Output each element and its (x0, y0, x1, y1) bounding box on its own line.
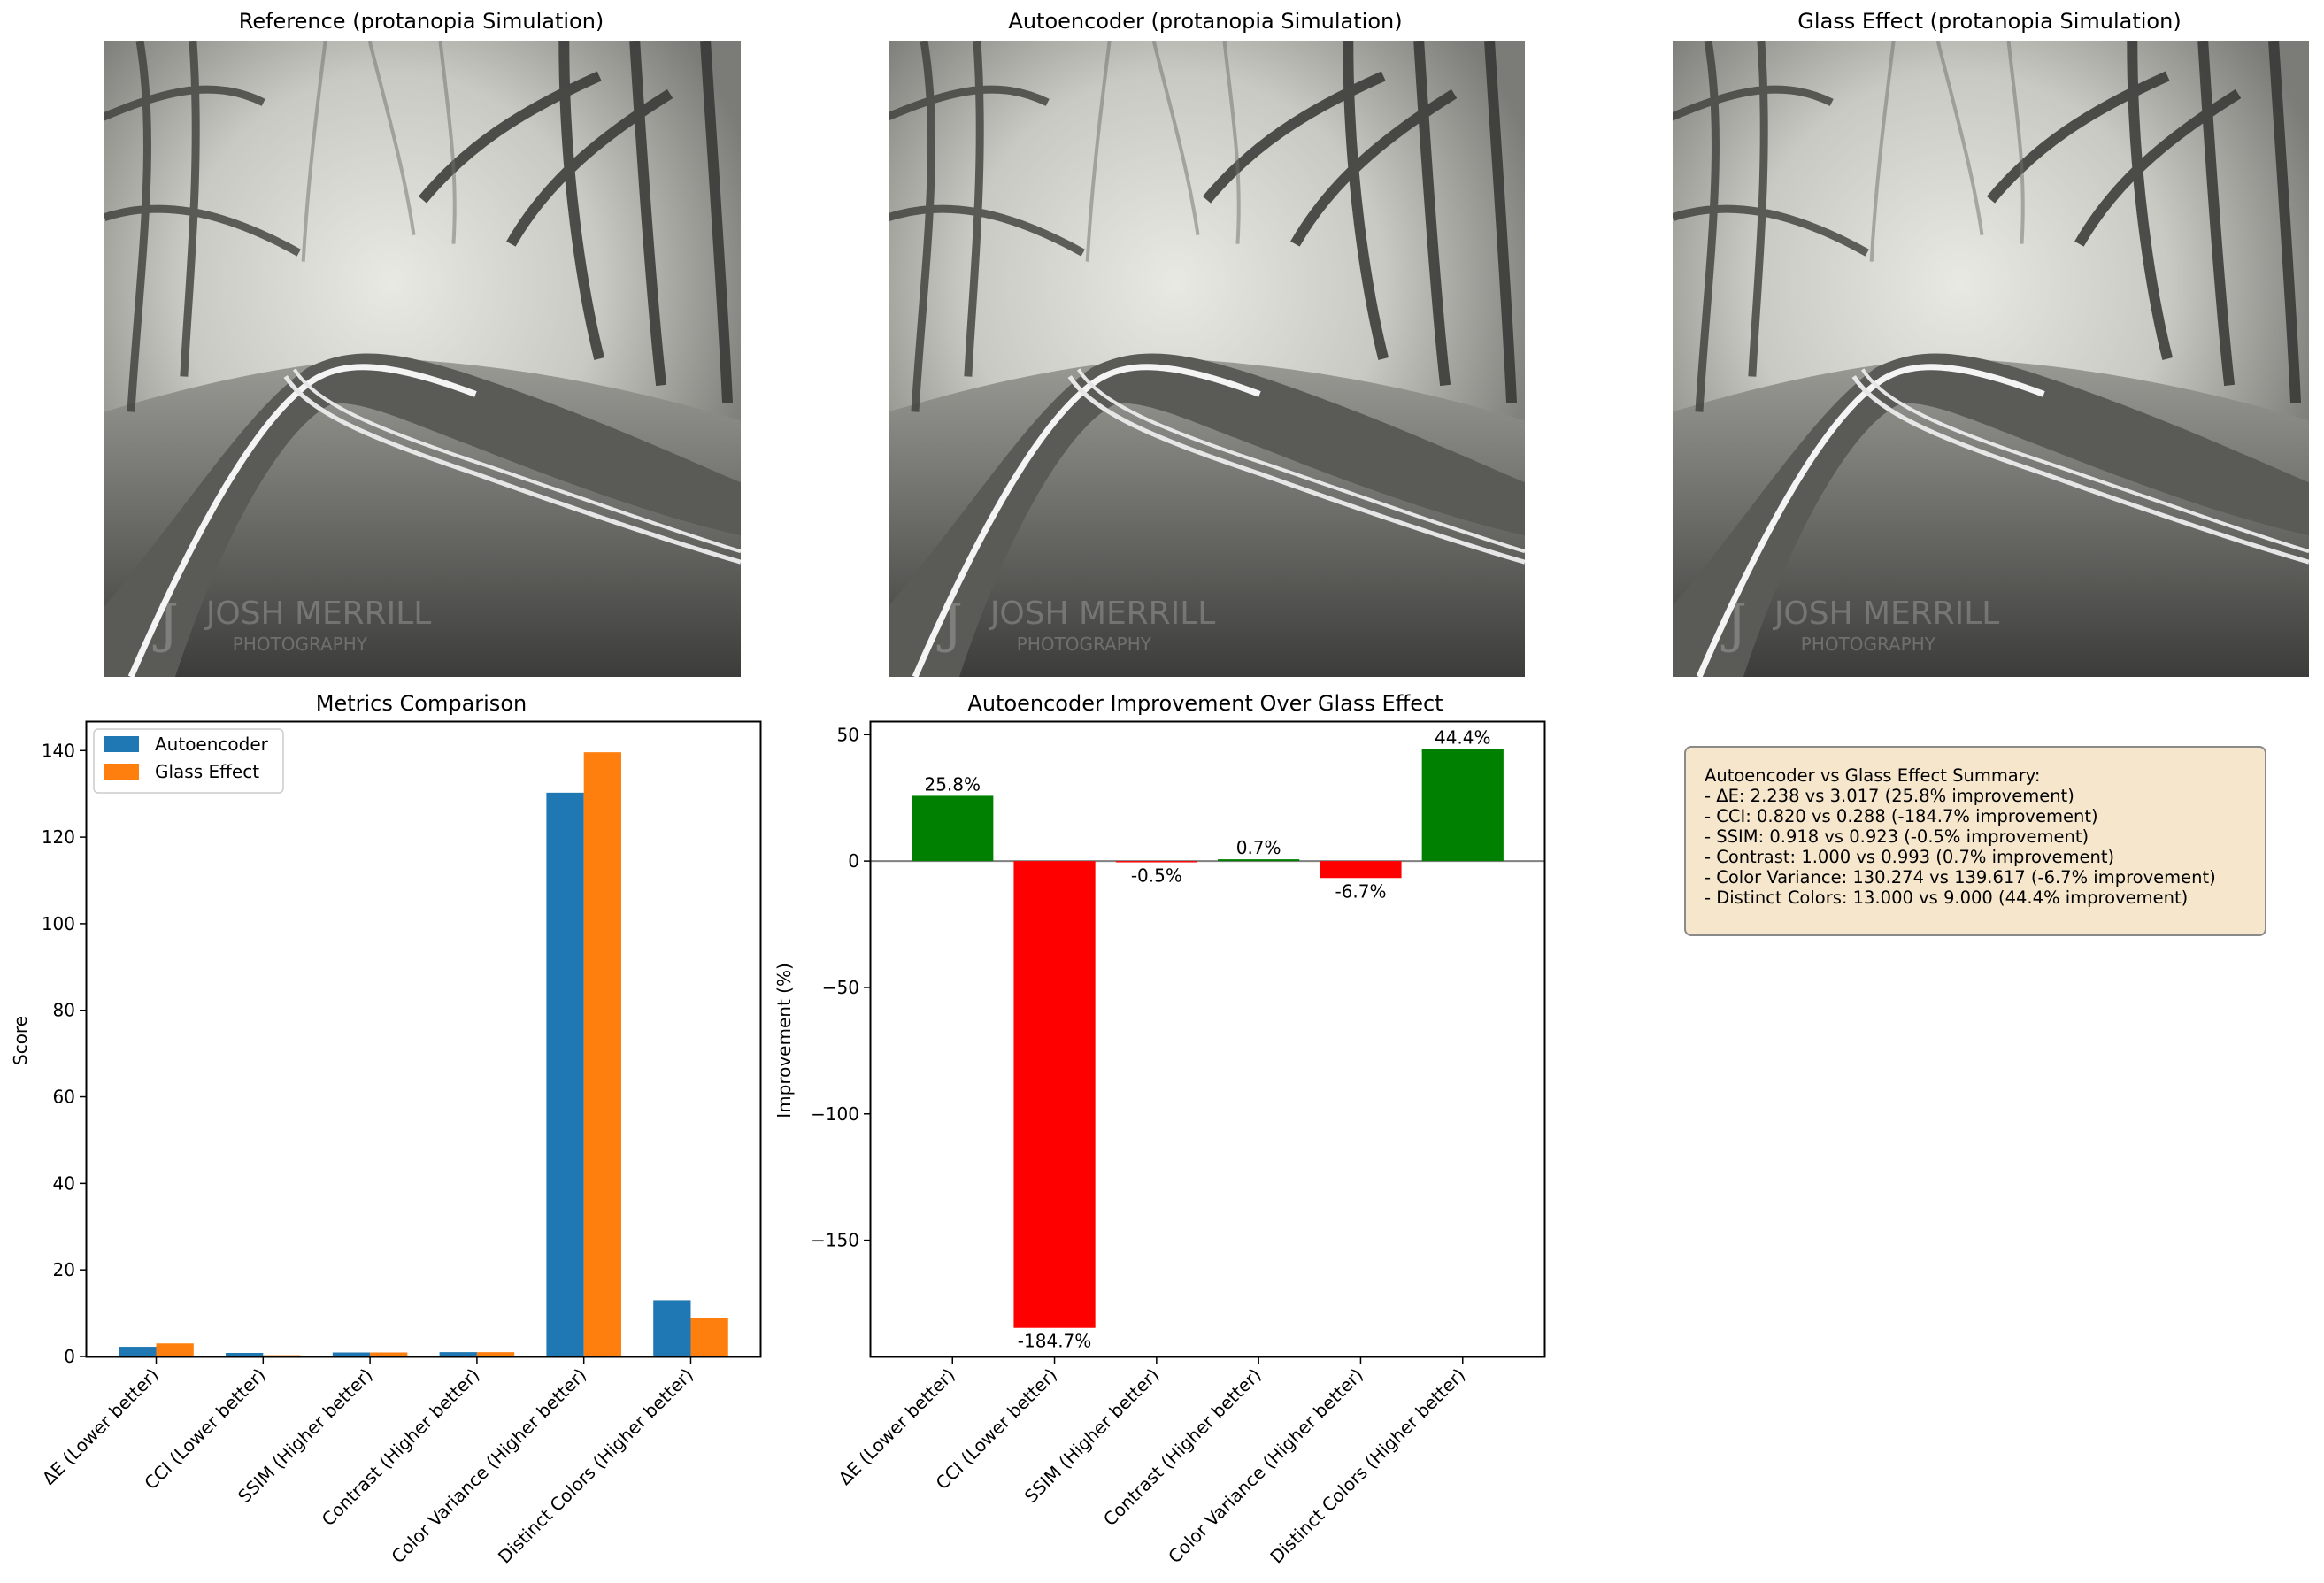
legend-label-autoencoder: Autoencoder (155, 734, 269, 755)
y-tick-label: 100 (42, 913, 75, 934)
x-tick-label: Color Variance (Higher better) (387, 1364, 590, 1568)
bar-autoencoder (653, 1300, 691, 1356)
y-tick-label: −150 (811, 1230, 859, 1251)
summary-box (1684, 746, 2266, 936)
chart2-title: Autoencoder Improvement Over Glass Effec… (967, 691, 1443, 716)
y-tick-label: 20 (53, 1259, 75, 1280)
bar-glass-effect (476, 1352, 515, 1356)
y-tick-label: 120 (42, 826, 75, 848)
x-tick-label: Distinct Colors (Higher better) (1266, 1364, 1469, 1568)
legend-swatch-glass-effect (104, 764, 139, 780)
chart1-bars (119, 752, 728, 1356)
bar-value-label: 25.8% (924, 773, 981, 795)
chart2-frame (869, 720, 1546, 1358)
bar-autoencoder (332, 1352, 371, 1356)
svg-text:JOSH MERRILL: JOSH MERRILL (989, 596, 1215, 632)
improvement-bar (1320, 861, 1402, 879)
svg-text:JOSH MERRILL: JOSH MERRILL (204, 596, 431, 632)
y-tick-label: 80 (53, 1000, 75, 1021)
summary-heading: Autoencoder vs Glass Effect Summary: (1705, 765, 2041, 786)
image-title-reference: Reference (protanopia Simulation) (238, 9, 604, 34)
reference-image: J JOSH MERRILL PHOTOGRAPHY (104, 41, 741, 677)
y-tick-label: 40 (53, 1172, 75, 1194)
y-tick-label: 50 (837, 724, 859, 745)
improvement-bar (1218, 859, 1300, 862)
legend-label-glass-effect: Glass Effect (155, 761, 259, 782)
bar-autoencoder (439, 1352, 477, 1356)
summary-line-color-variance: - Color Variance: 130.274 vs 139.617 (-6… (1705, 867, 2216, 888)
chart1-y-axis: 0 20 40 60 80 100 120 140 (42, 740, 87, 1367)
bar-autoencoder (226, 1352, 264, 1356)
y-tick-label: 60 (53, 1087, 75, 1108)
image-title-autoencoder: Autoencoder (protanopia Simulation) (1008, 9, 1403, 34)
y-tick-label: 0 (848, 850, 859, 872)
chart1-ylabel: Score (10, 1016, 31, 1065)
bar-value-label: -0.5% (1131, 865, 1182, 887)
improvement-chart: Autoencoder Improvement Over Glass Effec… (773, 691, 1546, 1568)
bar-glass-effect (370, 1352, 408, 1356)
bar-value-label: 0.7% (1236, 837, 1281, 858)
chart2-y-axis: −150 −100 −50 0 50 (811, 724, 871, 1251)
bar-glass-effect (583, 752, 621, 1356)
y-tick-label: −50 (822, 977, 859, 998)
bar-autoencoder (119, 1347, 157, 1356)
improvement-bar (1013, 861, 1096, 1328)
chart2-x-axis: ΔE (Lower better)CCI (Lower better)SSIM … (835, 1356, 1469, 1568)
summary-line-distinct-colors: - Distinct Colors: 13.000 vs 9.000 (44.4… (1705, 888, 2189, 908)
svg-text:J: J (152, 593, 179, 655)
metrics-comparison-chart: Metrics Comparison Score 0 20 40 60 80 100 120… (10, 691, 762, 1568)
svg-text:J: J (936, 593, 963, 655)
image-title-glass-effect: Glass Effect (protanopia Simulation) (1797, 9, 2182, 34)
x-tick-label: Color Variance (Higher better) (1164, 1364, 1367, 1568)
bar-autoencoder (546, 792, 584, 1356)
y-tick-label: −100 (811, 1103, 859, 1125)
svg-text:PHOTOGRAPHY: PHOTOGRAPHY (1801, 634, 1936, 655)
legend-swatch-autoencoder (104, 736, 139, 752)
chart1-frame (85, 720, 762, 1358)
summary-line-contrast: - Contrast: 1.000 vs 0.993 (0.7% improve… (1705, 847, 2115, 867)
glass-effect-image: J JOSH MERRILL PHOTOGRAPHY (1673, 41, 2309, 677)
bar-glass-effect (690, 1317, 728, 1356)
improvement-bar (1115, 861, 1197, 863)
x-tick-label: ΔE (Lower better) (38, 1364, 163, 1489)
autoencoder-image: J JOSH MERRILL PHOTOGRAPHY (889, 41, 1525, 677)
y-tick-label: 0 (64, 1346, 75, 1367)
chart1-x-axis: ΔE (Lower better)CCI (Lower better)SSIM … (38, 1356, 697, 1568)
svg-text:PHOTOGRAPHY: PHOTOGRAPHY (1017, 634, 1152, 655)
legend-box (93, 728, 284, 794)
bar-glass-effect (156, 1343, 194, 1356)
svg-text:PHOTOGRAPHY: PHOTOGRAPHY (233, 634, 368, 655)
bar-value-label: 44.4% (1435, 726, 1491, 748)
bar-value-label: -184.7% (1018, 1331, 1091, 1352)
improvement-bar (1421, 749, 1504, 862)
improvement-bar (912, 795, 994, 862)
y-tick-label: 140 (42, 740, 75, 761)
chart1-legend: Autoencoder Glass Effect (93, 728, 284, 794)
summary-line-delta-e: - ΔE: 2.238 vs 3.017 (25.8% improvement) (1705, 786, 2074, 806)
chart1-title: Metrics Comparison (316, 691, 527, 716)
summary-line-cci: - CCI: 0.820 vs 0.288 (-184.7% improveme… (1705, 806, 2098, 826)
chart2-ylabel: Improvement (%) (773, 963, 795, 1118)
x-tick-label: Distinct Colors (Higher better) (494, 1364, 697, 1568)
chart2-bars: 25.8% -184.7% -0.5% 0.7% -6.7% 44.4% (912, 726, 1504, 1352)
summary-line-ssim: - SSIM: 0.918 vs 0.923 (-0.5% improvemen… (1705, 826, 2089, 847)
svg-text:JOSH MERRILL: JOSH MERRILL (1773, 596, 1999, 632)
bar-value-label: -6.7% (1335, 880, 1386, 902)
svg-text:J: J (1720, 593, 1747, 655)
